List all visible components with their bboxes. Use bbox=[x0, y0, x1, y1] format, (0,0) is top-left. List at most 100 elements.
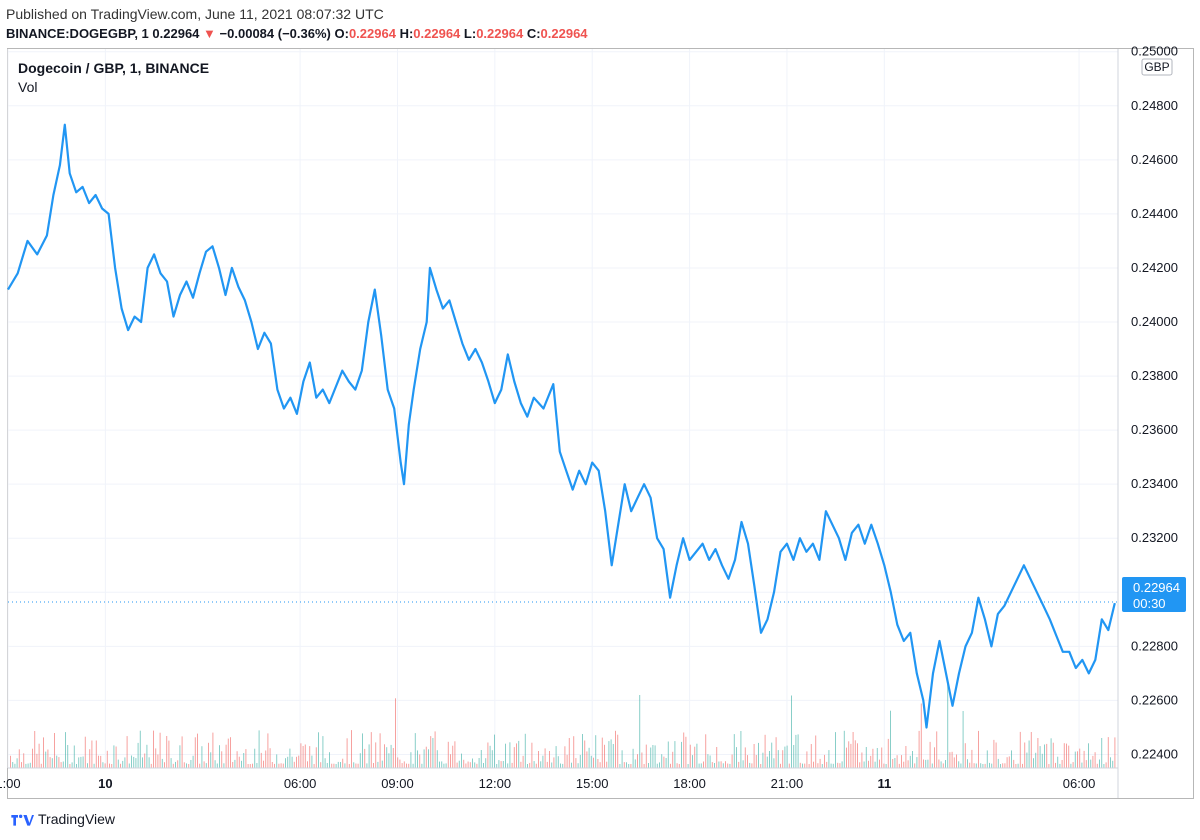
volume-bar bbox=[652, 745, 654, 768]
volume-bar bbox=[190, 760, 192, 768]
volume-bar bbox=[1063, 743, 1065, 768]
y-tick-label: 0.24200 bbox=[1131, 260, 1178, 275]
volume-bar bbox=[898, 763, 900, 768]
volume-bar bbox=[498, 760, 500, 768]
volume-bar bbox=[450, 754, 451, 768]
volume-bar bbox=[694, 746, 696, 768]
volume-bar bbox=[337, 761, 339, 768]
low-label: L: bbox=[463, 26, 477, 41]
volume-bar bbox=[991, 763, 993, 768]
volume-bar bbox=[265, 750, 267, 768]
volume-bar bbox=[566, 754, 568, 768]
volume-bar bbox=[326, 763, 328, 768]
published-note: Published on TradingView.com, June 11, 2… bbox=[6, 6, 384, 22]
volume-bar bbox=[507, 763, 509, 768]
volume-bar bbox=[606, 761, 608, 768]
volume-bar bbox=[524, 733, 526, 768]
volume-bar bbox=[588, 747, 590, 768]
volume-bar bbox=[573, 736, 575, 768]
volume-bar bbox=[179, 745, 181, 768]
volume-bar bbox=[608, 741, 610, 768]
chart-legend-title[interactable]: Dogecoin / GBP, 1, BINANCE bbox=[18, 60, 210, 76]
volume-bar bbox=[637, 754, 638, 768]
volume-bar bbox=[271, 762, 273, 768]
volume-bar bbox=[852, 732, 854, 768]
volume-bar bbox=[1044, 744, 1045, 768]
volume-bar bbox=[291, 756, 293, 768]
volume-bar bbox=[307, 761, 308, 768]
y-tick-label: 0.25000 bbox=[1131, 44, 1178, 59]
volume-bar bbox=[597, 759, 599, 768]
currency-box[interactable] bbox=[1141, 58, 1173, 76]
volume-bar bbox=[949, 752, 951, 768]
volume-bar bbox=[302, 746, 304, 768]
volume-bar bbox=[1024, 742, 1026, 768]
volume-bar bbox=[516, 743, 517, 768]
volume-bar bbox=[894, 758, 896, 768]
volume-bar bbox=[69, 764, 71, 768]
volume-bar bbox=[102, 762, 104, 768]
volume-bar bbox=[927, 759, 929, 768]
volume-bar bbox=[707, 754, 709, 768]
volume-bar bbox=[769, 751, 770, 768]
volume-bar bbox=[256, 763, 258, 768]
volume-bar bbox=[687, 764, 689, 768]
volume-bar bbox=[881, 747, 883, 768]
volume-bar bbox=[692, 755, 693, 768]
volume-bar bbox=[890, 710, 891, 768]
volume-bar bbox=[21, 762, 22, 768]
volume-bar bbox=[364, 748, 366, 768]
volume-bar bbox=[40, 763, 42, 768]
volume-bar bbox=[51, 758, 53, 768]
volume-bar bbox=[225, 744, 227, 768]
volume-bar bbox=[808, 764, 810, 768]
footer-brand[interactable]: TradingView bbox=[10, 811, 115, 827]
volume-bar bbox=[681, 741, 682, 768]
volume-bar bbox=[1070, 763, 1072, 768]
volume-bar bbox=[274, 763, 275, 768]
volume-bar bbox=[788, 763, 790, 768]
volume-bar bbox=[962, 711, 964, 768]
volume-bar bbox=[986, 750, 988, 768]
volume-bar bbox=[194, 737, 196, 768]
volume-bar bbox=[562, 763, 564, 768]
volume-bar bbox=[483, 763, 484, 768]
volume-bar bbox=[615, 730, 616, 768]
volume-bar bbox=[289, 748, 291, 768]
volume-bar bbox=[942, 763, 944, 768]
volume-bar bbox=[373, 763, 374, 768]
volume-bar bbox=[45, 751, 47, 768]
volume-bar bbox=[571, 762, 572, 768]
volume-bar bbox=[392, 748, 394, 768]
open-value: 0.22964 bbox=[348, 26, 396, 41]
volume-bar bbox=[641, 752, 643, 768]
volume-bar bbox=[333, 763, 335, 768]
volume-bar bbox=[839, 763, 841, 768]
x-tick-label: 1:00 bbox=[0, 776, 21, 791]
volume-bar bbox=[353, 762, 355, 768]
volume-bar bbox=[1096, 763, 1098, 768]
volume-bar bbox=[245, 749, 247, 768]
volume-bar bbox=[771, 742, 773, 768]
volume-bar bbox=[1046, 743, 1048, 768]
volume-bar bbox=[1033, 758, 1034, 768]
volume-bar bbox=[782, 750, 784, 768]
volume-bar bbox=[720, 761, 722, 768]
volume-bar bbox=[278, 763, 280, 768]
currency-label[interactable]: GBP bbox=[1144, 60, 1169, 74]
volume-bar bbox=[32, 748, 33, 768]
volume-bar bbox=[841, 761, 843, 768]
volume-bar bbox=[947, 682, 949, 768]
volume-bar bbox=[1028, 740, 1030, 768]
volume-bar bbox=[18, 749, 20, 768]
volume-bar bbox=[146, 744, 148, 768]
volume-bar bbox=[366, 763, 368, 768]
volume-legend[interactable]: Vol bbox=[18, 79, 38, 95]
volume-bar bbox=[885, 764, 887, 768]
volume-bar bbox=[777, 750, 779, 768]
volume-bar bbox=[731, 754, 733, 768]
volume-bar bbox=[916, 757, 918, 768]
volume-bar bbox=[230, 737, 231, 768]
volume-bar bbox=[456, 762, 458, 768]
